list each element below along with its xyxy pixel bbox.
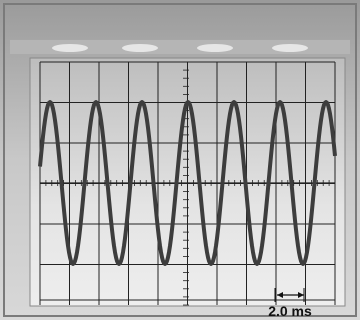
reflection [197, 44, 233, 52]
reflection [52, 44, 88, 52]
top-lip [10, 40, 350, 54]
arrow-heads [277, 292, 304, 298]
scale-label: 2.0 ms [268, 303, 312, 319]
bezel-edge [3, 3, 357, 317]
reflection [122, 44, 158, 52]
reflection [272, 44, 308, 52]
waveform [38, 100, 337, 266]
